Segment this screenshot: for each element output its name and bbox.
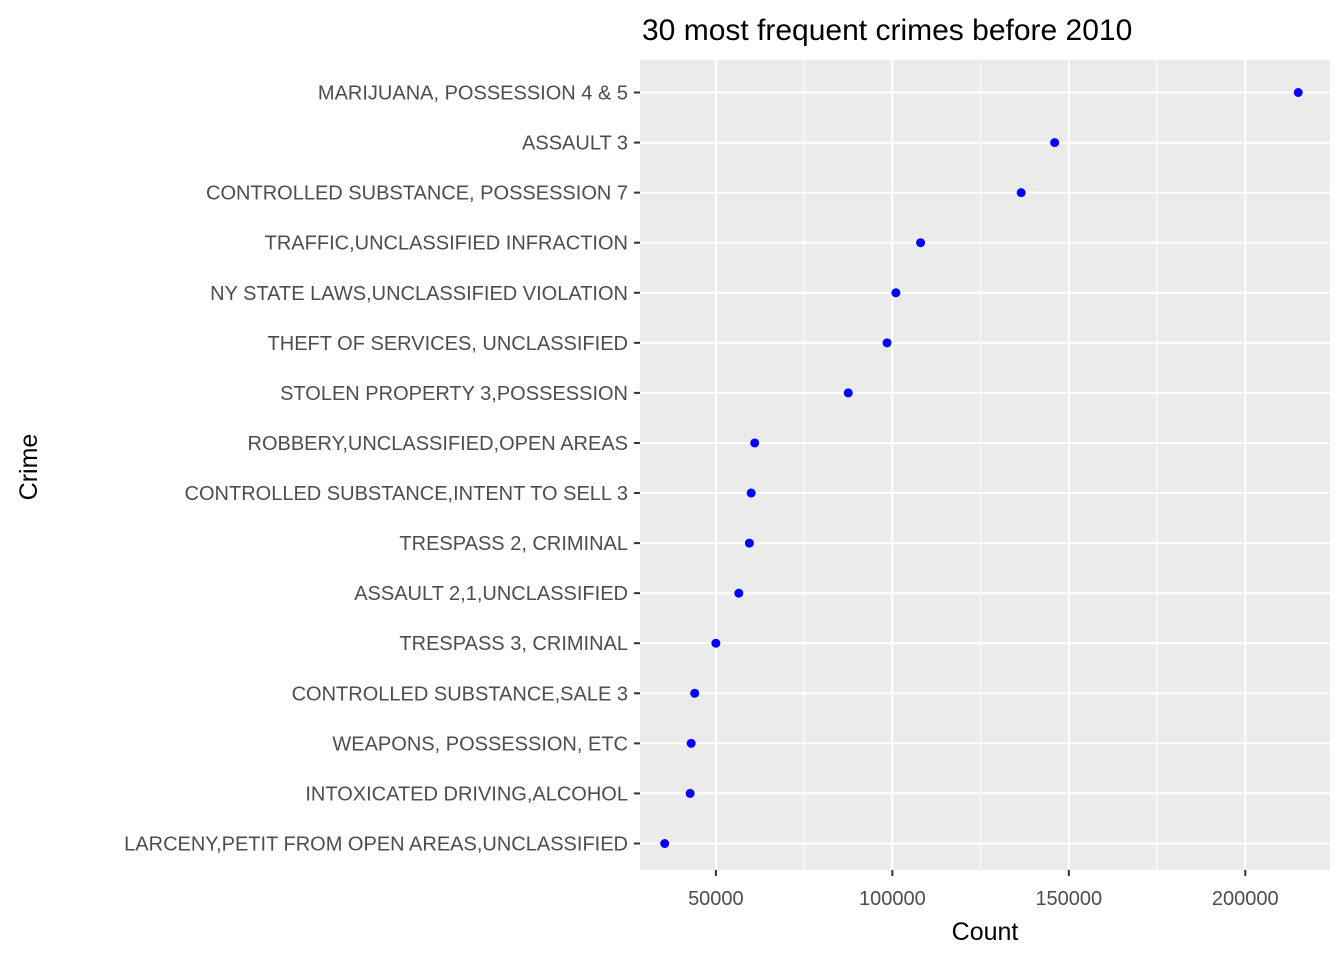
x-axis-label: Count xyxy=(952,918,1019,946)
x-axis: 50000 100000 150000 200000 xyxy=(688,870,1279,910)
y-tick-label: INTOXICATED DRIVING,ALCOHOL xyxy=(305,783,628,805)
y-tick-label: STOLEN PROPERTY 3,POSSESSION xyxy=(280,383,628,405)
data-point xyxy=(891,288,901,298)
y-tick-label: TRESPASS 2, CRIMINAL xyxy=(399,533,628,555)
x-tick-label: 50000 xyxy=(688,888,744,910)
y-tick-label: ASSAULT 2,1,UNCLASSIFIED xyxy=(354,583,628,605)
y-tick-label: CONTROLLED SUBSTANCE, POSSESSION 7 xyxy=(206,183,628,205)
major-gridlines xyxy=(640,60,1330,870)
data-point xyxy=(1050,138,1060,148)
y-axis: MARIJUANA, POSSESSION 4 & 5 ASSAULT 3 CONT… xyxy=(124,83,640,856)
data-point xyxy=(746,488,756,498)
y-tick-label: TRAFFIC,UNCLASSIFIED INFRACTION xyxy=(265,233,628,255)
data-point xyxy=(744,538,754,548)
x-tick-label: 200000 xyxy=(1212,888,1279,910)
chart-title: 30 most frequent crimes before 2010 xyxy=(642,14,1132,47)
data-point xyxy=(882,338,892,348)
y-tick-label: LARCENY,PETIT FROM OPEN AREAS,UNCLASSIFI… xyxy=(124,834,628,856)
y-tick-label: TRESPASS 3, CRIMINAL xyxy=(399,633,628,655)
y-tick-label: NY STATE LAWS,UNCLASSIFIED VIOLATION xyxy=(210,283,628,305)
y-tick-label: ROBBERY,UNCLASSIFIED,OPEN AREAS xyxy=(248,433,629,455)
data-point xyxy=(750,438,760,448)
y-tick-label: MARIJUANA, POSSESSION 4 & 5 xyxy=(318,83,628,105)
data-point xyxy=(660,839,670,848)
data-point xyxy=(916,238,926,248)
data-point xyxy=(843,388,853,398)
y-tick-label: WEAPONS, POSSESSION, ETC xyxy=(332,733,628,755)
data-point xyxy=(685,788,695,798)
y-tick-label: CONTROLLED SUBSTANCE,SALE 3 xyxy=(292,683,628,705)
data-point xyxy=(690,688,700,698)
y-tick-label: THEFT OF SERVICES, UNCLASSIFIED xyxy=(268,333,628,355)
data-point xyxy=(686,738,696,748)
data-points xyxy=(660,88,1303,848)
data-point xyxy=(1016,188,1026,198)
x-tick-label: 100000 xyxy=(859,888,926,910)
data-point xyxy=(734,588,744,598)
data-point xyxy=(1293,88,1303,97)
y-tick-label: CONTROLLED SUBSTANCE,INTENT TO SELL 3 xyxy=(185,483,628,505)
y-tick-label: ASSAULT 3 xyxy=(522,133,628,155)
minor-gridlines xyxy=(803,60,1158,870)
y-axis-label: Crime xyxy=(15,434,43,501)
plot-panel xyxy=(640,60,1330,870)
data-point xyxy=(711,638,721,648)
x-tick-label: 150000 xyxy=(1035,888,1102,910)
